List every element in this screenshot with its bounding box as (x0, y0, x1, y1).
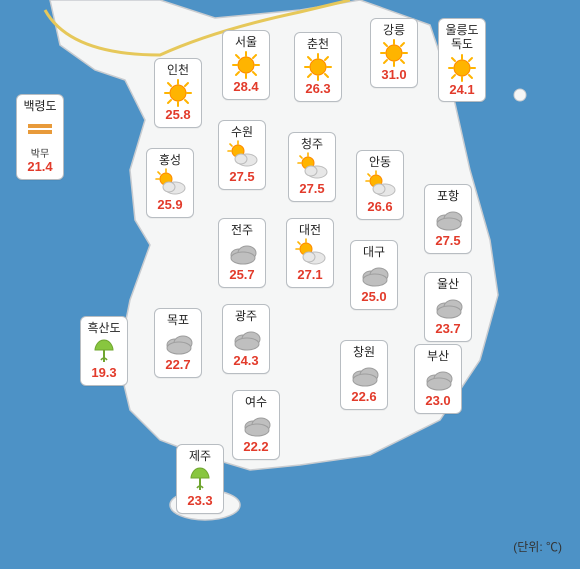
city-name: 흑산도 (87, 321, 121, 335)
city-card-mokpo[interactable]: 목포 22.7 (154, 308, 202, 378)
fog-icon (23, 114, 57, 144)
temperature-value: 19.3 (87, 366, 121, 380)
cloudy-icon (347, 360, 381, 390)
partly-icon (363, 170, 397, 200)
city-name: 대전 (293, 223, 327, 237)
rain-icon (87, 336, 121, 366)
city-card-gwangju[interactable]: 광주 24.3 (222, 304, 270, 374)
city-card-busan[interactable]: 부산 23.0 (414, 344, 462, 414)
unit-label: (단위: ℃) (513, 538, 562, 555)
city-card-ulleung[interactable]: 울릉도독도 24.1 (438, 18, 486, 102)
cloudy-icon (229, 324, 263, 354)
city-card-jeju[interactable]: 제주 23.3 (176, 444, 224, 514)
city-name: 수원 (225, 125, 259, 139)
temperature-value: 22.7 (161, 358, 195, 372)
temperature-value: 27.1 (293, 268, 327, 282)
city-name: 안동 (363, 155, 397, 169)
cloudy-icon (421, 364, 455, 394)
temperature-value: 24.3 (229, 354, 263, 368)
partly-icon (295, 152, 329, 182)
city-card-hongseong[interactable]: 홍성 25.9 (146, 148, 194, 218)
city-name: 창원 (347, 345, 381, 359)
temperature-value: 27.5 (225, 170, 259, 184)
temperature-value: 23.3 (183, 494, 217, 508)
cloudy-icon (161, 328, 195, 358)
city-name: 강릉 (377, 23, 411, 37)
city-card-jeonju[interactable]: 전주 25.7 (218, 218, 266, 288)
city-card-chuncheon[interactable]: 춘천 26.3 (294, 32, 342, 102)
partly-icon (293, 238, 327, 268)
city-card-daegu[interactable]: 대구 25.0 (350, 240, 398, 310)
city-card-andong[interactable]: 안동 26.6 (356, 150, 404, 220)
city-name: 광주 (229, 309, 263, 323)
temperature-value: 27.5 (295, 182, 329, 196)
temperature-value: 28.4 (229, 80, 263, 94)
temperature-value: 22.6 (347, 390, 381, 404)
cloudy-icon (239, 410, 273, 440)
city-card-changwon[interactable]: 창원 22.6 (340, 340, 388, 410)
city-card-ulsan[interactable]: 울산 23.7 (424, 272, 472, 342)
city-card-gangneung[interactable]: 강릉 31.0 (370, 18, 418, 88)
temperature-value: 27.5 (431, 234, 465, 248)
city-card-baengnyeong[interactable]: 백령도박무21.4 (16, 94, 64, 180)
sunny-icon (161, 78, 195, 108)
sunny-icon (377, 38, 411, 68)
temperature-value: 25.7 (225, 268, 259, 282)
city-name: 전주 (225, 223, 259, 237)
sunny-icon (301, 52, 335, 82)
cloudy-icon (225, 238, 259, 268)
temperature-value: 24.1 (445, 83, 479, 97)
city-name: 대구 (357, 245, 391, 259)
city-name: 서울 (229, 35, 263, 49)
city-name: 여수 (239, 395, 273, 409)
temperature-value: 31.0 (377, 68, 411, 82)
weather-note: 박무 (23, 145, 57, 160)
temperature-value: 25.0 (357, 290, 391, 304)
sunny-icon (445, 53, 479, 83)
city-name: 울산 (431, 277, 465, 291)
cloudy-icon (357, 260, 391, 290)
city-card-pohang[interactable]: 포항 27.5 (424, 184, 472, 254)
temperature-value: 21.4 (23, 160, 57, 174)
city-name: 제주 (183, 449, 217, 463)
city-name: 인천 (161, 63, 195, 77)
city-name: 목포 (161, 313, 195, 327)
temperature-value: 26.3 (301, 82, 335, 96)
partly-icon (225, 140, 259, 170)
city-name: 청주 (295, 137, 329, 151)
city-card-incheon[interactable]: 인천 25.8 (154, 58, 202, 128)
sunny-icon (229, 50, 263, 80)
city-card-suwon[interactable]: 수원 27.5 (218, 120, 266, 190)
temperature-value: 25.9 (153, 198, 187, 212)
rain-icon (183, 464, 217, 494)
city-name: 홍성 (153, 153, 187, 167)
temperature-value: 26.6 (363, 200, 397, 214)
city-card-seoul[interactable]: 서울 28.4 (222, 30, 270, 100)
temperature-value: 22.2 (239, 440, 273, 454)
city-card-yeosu[interactable]: 여수 22.2 (232, 390, 280, 460)
city-name: 춘천 (301, 37, 335, 51)
temperature-value: 23.7 (431, 322, 465, 336)
temperature-value: 25.8 (161, 108, 195, 122)
partly-icon (153, 168, 187, 198)
city-name: 백령도 (23, 99, 57, 113)
city-card-cheongju[interactable]: 청주 27.5 (288, 132, 336, 202)
temperature-value: 23.0 (421, 394, 455, 408)
city-name: 울릉도독도 (445, 23, 479, 52)
cloudy-icon (431, 204, 465, 234)
city-name: 포항 (431, 189, 465, 203)
city-card-daejeon[interactable]: 대전 27.1 (286, 218, 334, 288)
weather-map: 백령도박무21.4 인천 25.8 서울 28.4 춘천 26.3 강릉 31.0 울릉도독도 24… (0, 0, 580, 569)
city-name: 부산 (421, 349, 455, 363)
cloudy-icon (431, 292, 465, 322)
city-card-heuksan[interactable]: 흑산도 19.3 (80, 316, 128, 386)
